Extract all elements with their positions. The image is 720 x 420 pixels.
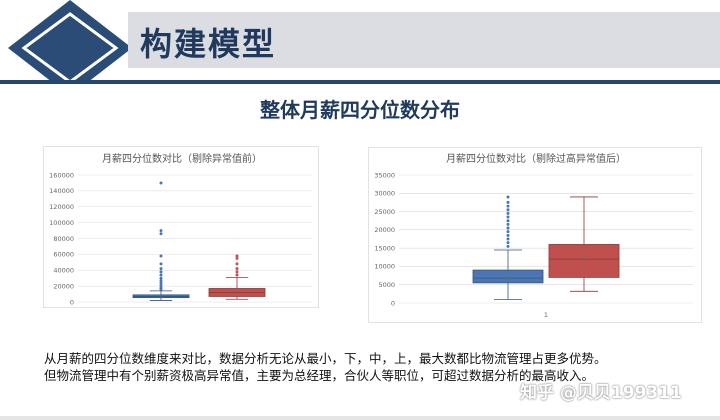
outlier-point xyxy=(159,281,163,285)
outlier-point xyxy=(235,267,239,271)
outlier-point xyxy=(159,267,163,271)
y-tick-label: 15000 xyxy=(374,244,395,252)
mean-marker: × xyxy=(158,292,163,300)
outlier-point xyxy=(159,254,163,258)
outlier-point xyxy=(506,204,510,208)
diamond-logo-icon xyxy=(8,0,132,84)
y-tick-label: 20000 xyxy=(374,226,395,234)
boxplot-before-svg: 月薪四分位数对比（剔除异常值前） 0 20000 40000 60000 80000 100… xyxy=(49,152,312,306)
y-tick-label: 0 xyxy=(391,299,395,307)
boxplot-after-svg: 月薪四分位数对比（剔除过高异常值后） 0 5000 10000 15000 20000 25… xyxy=(374,152,693,319)
description-line-2: 但物流管理中有个别薪资极高异常值，主要为总经理，合伙人等职位，可超过数据分析的最… xyxy=(44,368,595,383)
y-tick-label: 25000 xyxy=(374,208,395,216)
outlier-point xyxy=(159,273,163,277)
header: 构建模型 xyxy=(0,0,720,84)
watermark: 知乎 @贝贝199311 xyxy=(520,383,682,403)
y-tick-label: 20000 xyxy=(53,282,74,290)
box xyxy=(548,244,620,278)
outlier-point xyxy=(235,256,239,260)
slide-subtitle: 整体月薪四分位数分布 xyxy=(260,98,460,122)
outlier-point xyxy=(159,229,163,233)
outlier-point xyxy=(506,215,510,219)
y-tick-label: 40000 xyxy=(53,267,74,275)
outlier-point xyxy=(235,262,239,266)
outlier-point xyxy=(506,230,510,234)
outlier-point xyxy=(506,211,510,215)
boxplot-before: 月薪四分位数对比（剔除异常值前） 0 20000 40000 60000 80000 100… xyxy=(43,146,319,308)
description: 从月薪的四分位数维度来对比，数据分析无论从最小，下，中，上，最大数都比物流管理占… xyxy=(44,350,704,384)
y-tick-label: 60000 xyxy=(53,251,74,259)
outlier-point xyxy=(506,244,510,248)
y-tick-label: 30000 xyxy=(374,190,395,198)
outlier-point xyxy=(159,262,163,266)
outlier-point xyxy=(506,208,510,212)
outlier-point xyxy=(159,279,163,283)
chart-title: 月薪四分位数对比（剔除异常值前） xyxy=(102,152,262,165)
outlier-point xyxy=(506,237,510,241)
y-tick-label: 140000 xyxy=(49,187,74,195)
bottom-divider xyxy=(0,416,720,420)
outlier-point xyxy=(159,181,163,185)
x-tick-label: 1 xyxy=(544,311,548,319)
outlier-point xyxy=(506,233,510,237)
y-tick-label: 0 xyxy=(70,298,74,306)
title-underline xyxy=(0,80,720,84)
y-tick-label: 100000 xyxy=(49,219,74,227)
outlier-point xyxy=(506,219,510,223)
outlier-point xyxy=(235,270,239,274)
y-tick-label: 35000 xyxy=(374,171,395,179)
page-title: 构建模型 xyxy=(140,25,277,63)
outlier-point xyxy=(159,270,163,274)
box xyxy=(472,269,544,284)
y-tick-label: 5000 xyxy=(378,281,395,289)
outlier-point xyxy=(506,195,510,199)
boxplot-after: 月薪四分位数对比（剔除过高异常值后） 0 5000 10000 15000 20000 25… xyxy=(368,147,702,323)
y-tick-label: 160000 xyxy=(49,171,74,179)
outlier-point xyxy=(159,286,163,290)
y-tick-label: 120000 xyxy=(49,203,74,211)
mean-marker: × xyxy=(581,255,586,263)
outlier-point xyxy=(506,222,510,226)
title-bar: 构建模型 xyxy=(128,12,720,68)
outlier-point xyxy=(159,283,163,287)
outlier-point xyxy=(159,232,163,236)
outlier-point xyxy=(159,276,163,280)
y-tick-label: 80000 xyxy=(53,235,74,243)
y-tick-label: 10000 xyxy=(374,263,395,271)
outlier-point xyxy=(506,226,510,230)
outlier-point xyxy=(235,273,239,277)
chart-title: 月薪四分位数对比（剔除过高异常值后） xyxy=(446,152,626,165)
description-line-1: 从月薪的四分位数维度来对比，数据分析无论从最小，下，中，上，最大数都比物流管理占… xyxy=(44,351,607,366)
outlier-point xyxy=(506,241,510,245)
outlier-point xyxy=(506,200,510,204)
mean-marker: × xyxy=(505,274,510,282)
mean-marker: × xyxy=(234,288,239,296)
outlier-point xyxy=(235,254,239,258)
